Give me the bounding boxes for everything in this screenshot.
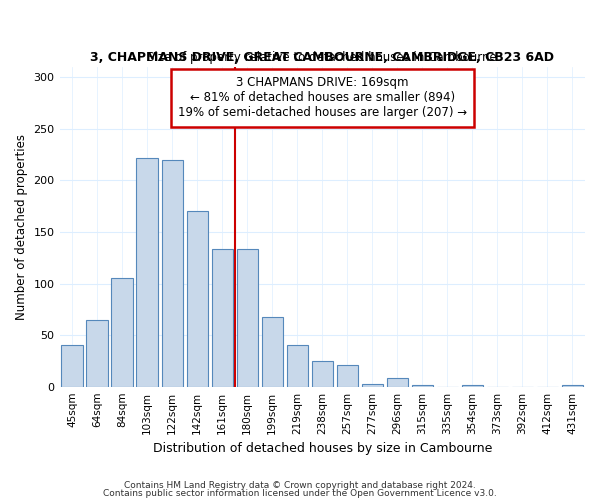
Bar <box>412 384 433 386</box>
Text: 3 CHAPMANS DRIVE: 169sqm
← 81% of detached houses are smaller (894)
19% of semi-: 3 CHAPMANS DRIVE: 169sqm ← 81% of detach… <box>178 76 467 120</box>
Bar <box>112 278 133 386</box>
Bar <box>562 384 583 386</box>
Bar <box>387 378 408 386</box>
Bar <box>187 212 208 386</box>
Bar <box>262 316 283 386</box>
Text: Size of property relative to detached houses in Cambourne: Size of property relative to detached ho… <box>148 50 497 64</box>
Bar <box>136 158 158 386</box>
Bar <box>362 384 383 386</box>
Bar <box>236 250 258 386</box>
Bar <box>462 384 483 386</box>
Bar <box>61 346 83 387</box>
Text: Contains HM Land Registry data © Crown copyright and database right 2024.: Contains HM Land Registry data © Crown c… <box>124 481 476 490</box>
Text: Contains public sector information licensed under the Open Government Licence v3: Contains public sector information licen… <box>103 488 497 498</box>
Bar <box>287 346 308 387</box>
Y-axis label: Number of detached properties: Number of detached properties <box>15 134 28 320</box>
Bar <box>161 160 183 386</box>
X-axis label: Distribution of detached houses by size in Cambourne: Distribution of detached houses by size … <box>152 442 492 455</box>
Title: 3, CHAPMANS DRIVE, GREAT CAMBOURNE, CAMBRIDGE, CB23 6AD: 3, CHAPMANS DRIVE, GREAT CAMBOURNE, CAMB… <box>90 52 554 64</box>
Bar <box>311 361 333 386</box>
Bar <box>337 365 358 386</box>
Bar <box>86 320 108 386</box>
Bar <box>212 250 233 386</box>
